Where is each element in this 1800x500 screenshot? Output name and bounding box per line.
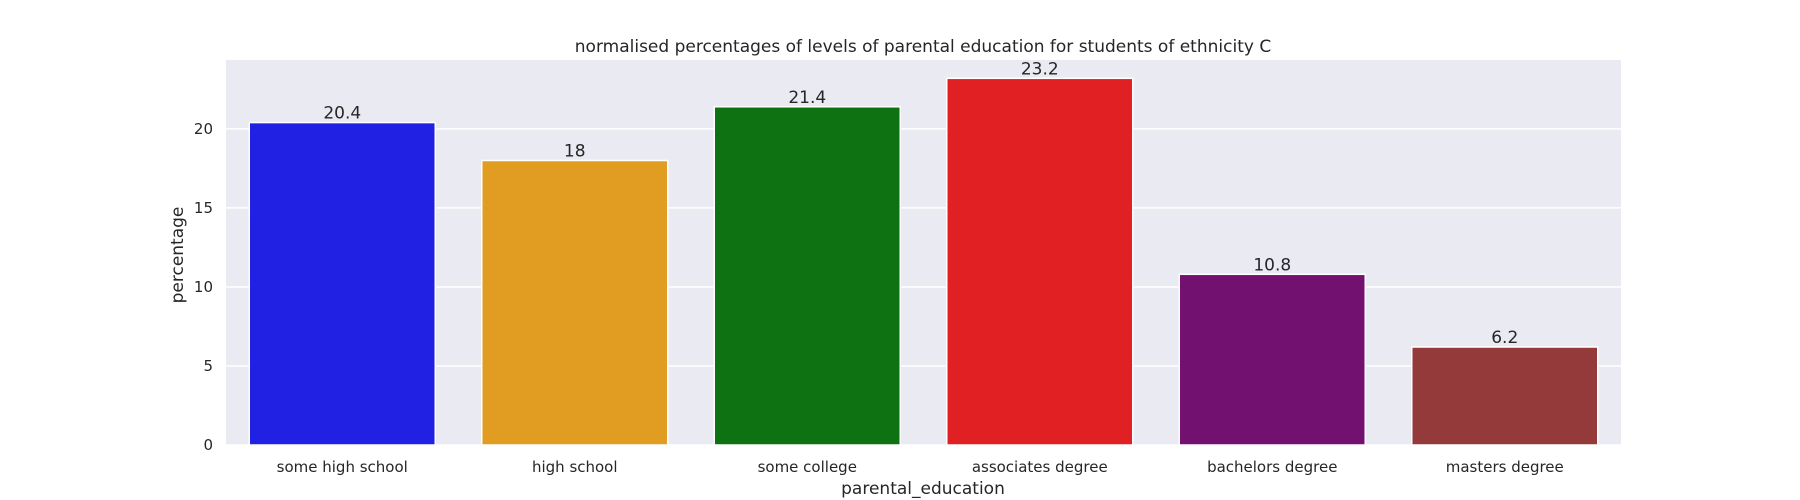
- data-labels: 20.4 18 21.4 23.2 10.8 6.2: [323, 59, 1518, 348]
- gridlines: [226, 128, 1621, 446]
- bar: [1411, 346, 1599, 446]
- y-tick-label: 20: [194, 120, 213, 138]
- x-tick-label: some college: [758, 458, 857, 476]
- x-tick-label: masters degree: [1446, 458, 1564, 476]
- bar-value-label: 21.4: [788, 88, 826, 108]
- y-axis-label: percentage: [168, 207, 188, 304]
- plot-area: [226, 60, 1621, 445]
- bars: [248, 77, 1599, 446]
- x-tick-label: associates degree: [972, 458, 1108, 476]
- x-tick-label: high school: [532, 458, 618, 476]
- x-tick-label: bachelors degree: [1207, 458, 1337, 476]
- y-tick-label: 0: [203, 436, 213, 454]
- x-axis-ticks: some high school high school some college a…: [277, 458, 1564, 476]
- bar: [713, 106, 901, 446]
- bar: [1178, 273, 1366, 446]
- bar-value-label: 20.4: [323, 104, 361, 124]
- y-axis-ticks: 0 5 10 15 20: [194, 120, 213, 454]
- y-tick-label: 5: [203, 357, 213, 375]
- chart-title: normalised percentages of levels of pare…: [575, 37, 1271, 57]
- bar-value-label: 6.2: [1491, 328, 1518, 348]
- bar-value-label: 18: [564, 142, 586, 162]
- x-tick-label: some high school: [277, 458, 408, 476]
- bar-value-label: 10.8: [1253, 255, 1291, 275]
- x-axis-label: parental_education: [841, 479, 1005, 499]
- bar: [248, 121, 436, 446]
- y-tick-label: 15: [194, 199, 213, 217]
- y-tick-label: 10: [194, 278, 213, 296]
- bar: [481, 159, 669, 446]
- bar-value-label: 23.2: [1021, 59, 1059, 79]
- bar: [946, 77, 1134, 446]
